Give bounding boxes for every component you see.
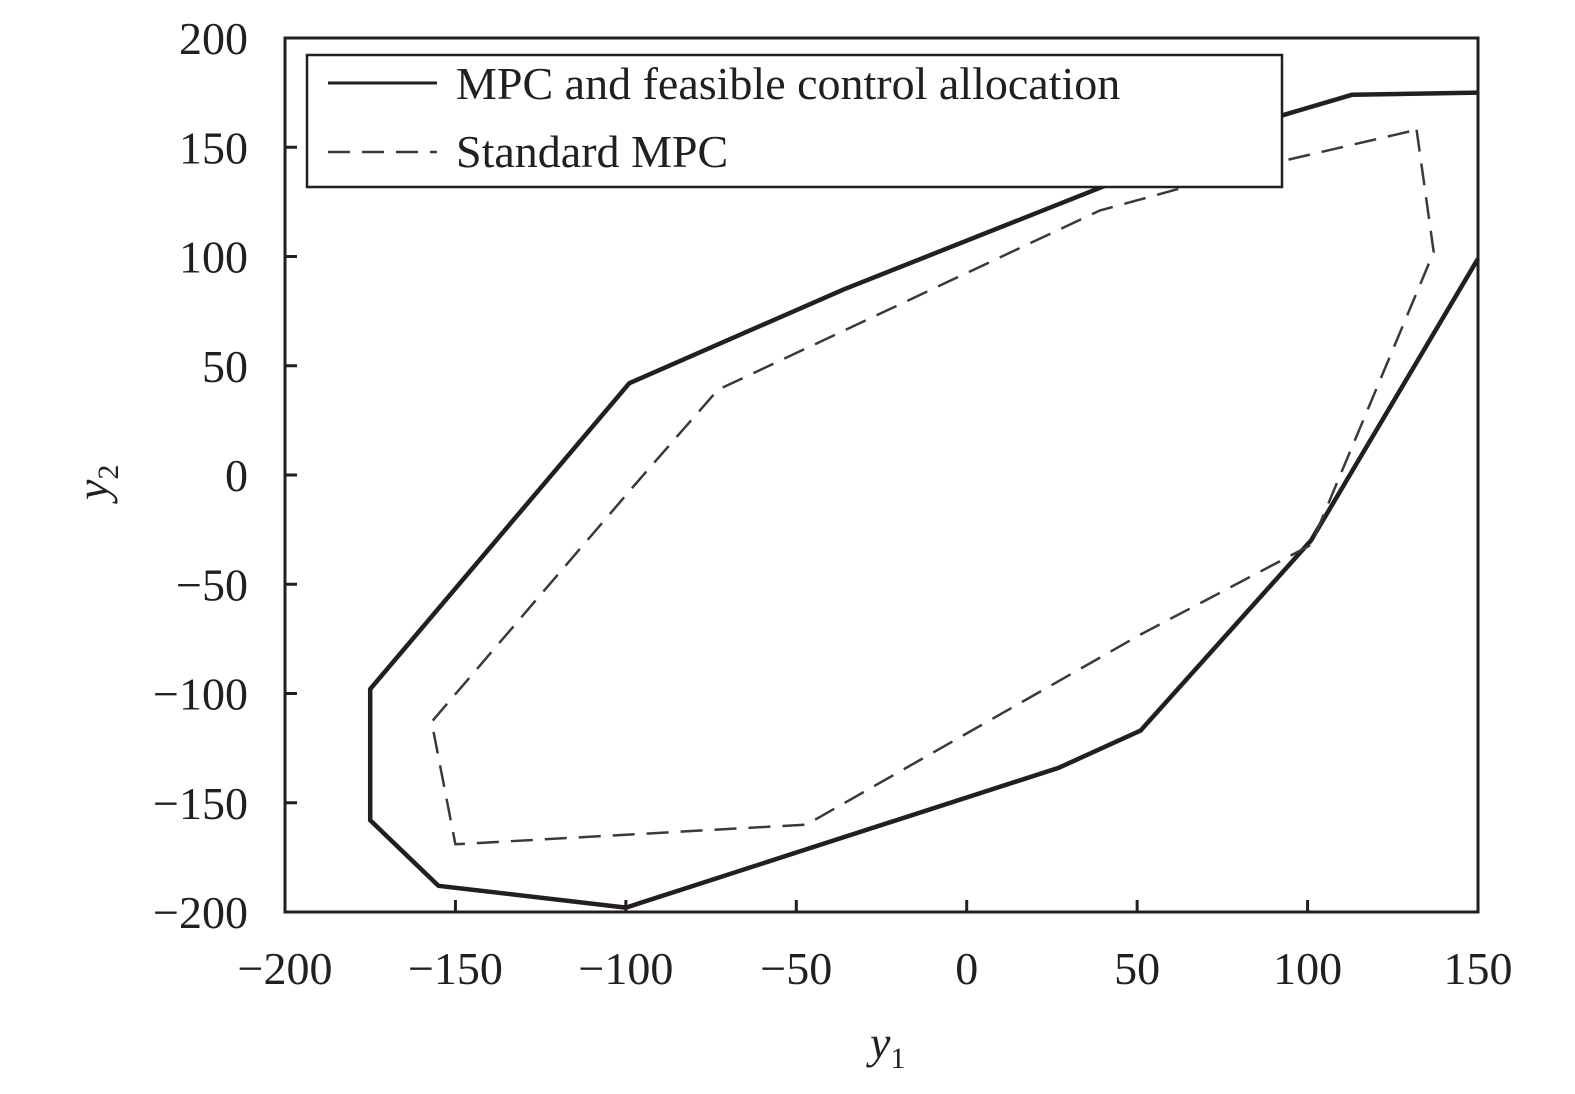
x-tick-label: 100 bbox=[1273, 943, 1342, 994]
y-tick-label: −200 bbox=[153, 887, 248, 938]
legend-box bbox=[305, 53, 1284, 189]
x-tick-label: 0 bbox=[955, 943, 978, 994]
axis-ticks bbox=[283, 36, 1480, 914]
x-tick-label: −150 bbox=[408, 943, 503, 994]
y-tick-label: 150 bbox=[179, 122, 248, 173]
x-axis-label: y1 bbox=[866, 1017, 905, 1075]
legend: MPC and feasible control allocation Stan… bbox=[305, 53, 1284, 189]
y-tick-label: −100 bbox=[153, 669, 248, 720]
x-tick-labels: −200 −150 −100 −50 0 50 100 150 bbox=[238, 943, 1513, 994]
x-tick-label: 50 bbox=[1114, 943, 1160, 994]
y-tick-label: −150 bbox=[153, 778, 248, 829]
plot-lines bbox=[367, 90, 1480, 910]
legend-label-1: Standard MPC bbox=[456, 126, 728, 177]
x-tick-label: 150 bbox=[1444, 943, 1513, 994]
series-line-0 bbox=[367, 90, 1480, 910]
y-tick-label: 0 bbox=[225, 450, 248, 501]
y-tick-labels: −200 −150 −100 −50 0 50 100 150 200 bbox=[153, 13, 248, 938]
y-tick-label: 50 bbox=[202, 341, 248, 392]
legend-label-0: MPC and feasible control allocation bbox=[456, 58, 1120, 109]
x-tick-label: −200 bbox=[238, 943, 333, 994]
y-tick-label: −50 bbox=[176, 559, 248, 610]
x-tick-label: −50 bbox=[760, 943, 832, 994]
y-tick-label: 200 bbox=[179, 13, 248, 64]
y-tick-label: 100 bbox=[179, 232, 248, 283]
x-tick-label: −100 bbox=[578, 943, 673, 994]
y-axis-label: y2 bbox=[67, 465, 125, 504]
series-line-1 bbox=[430, 128, 1435, 846]
